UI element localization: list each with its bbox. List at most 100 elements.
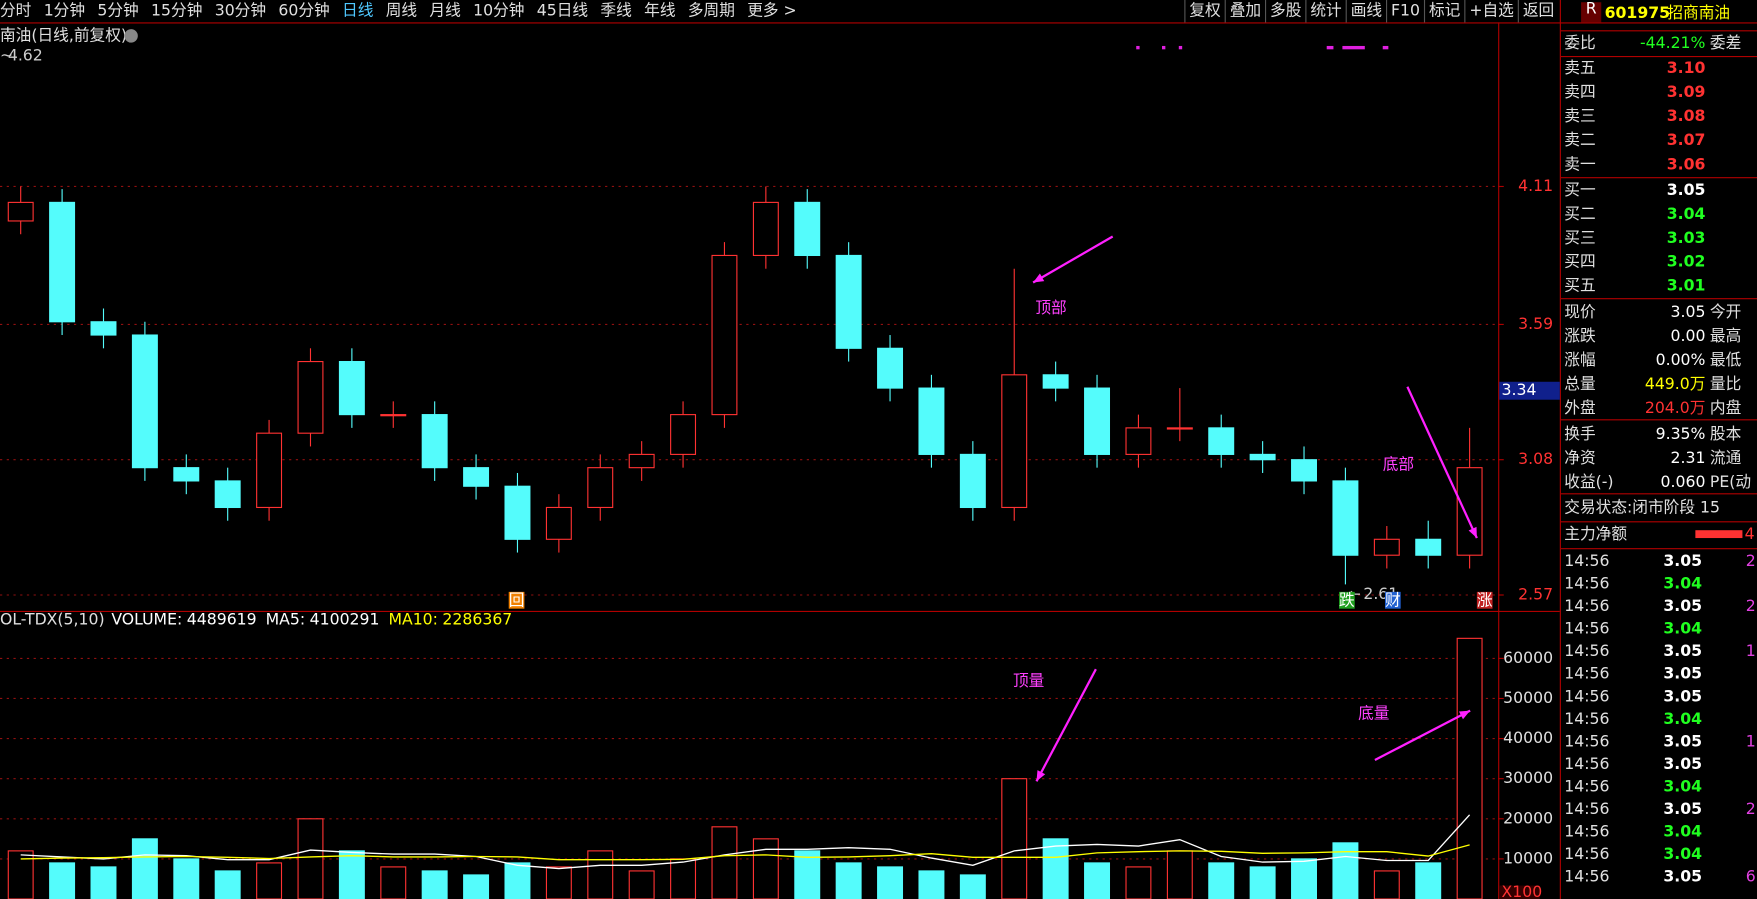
toolbar-tab[interactable]: 60分钟	[278, 1, 329, 20]
toolbar-tab[interactable]: 季线	[600, 1, 632, 20]
toolbar-tab[interactable]: 30分钟	[215, 1, 266, 20]
candle-body	[835, 254, 862, 349]
indicator-value: 2286367	[442, 609, 512, 628]
trade-price: 3.05	[1663, 731, 1702, 750]
event-marker[interactable]: 财	[1385, 590, 1401, 609]
trade-time: 14:56	[1564, 821, 1609, 840]
candle-body	[1249, 453, 1276, 461]
trade-time: 14:56	[1564, 596, 1609, 615]
toolbar-tab[interactable]: 10分钟	[473, 1, 524, 20]
annotation-arrow	[1032, 235, 1114, 284]
trade-volume: 1	[1746, 731, 1756, 750]
volume-bar	[338, 850, 365, 899]
cursor-price: 3.34	[1502, 380, 1537, 399]
ask-label: 卖一	[1564, 154, 1596, 173]
trade-volume: 2	[1746, 799, 1756, 818]
quote-label: 总量	[1564, 374, 1595, 393]
trade-time: 14:56	[1564, 664, 1609, 683]
candle-body	[49, 201, 76, 323]
toolbar-button[interactable]: F10	[1391, 1, 1420, 20]
toolbar-button[interactable]: 标记	[1429, 1, 1461, 20]
candle-body	[338, 360, 365, 416]
volume-bar	[1001, 778, 1028, 899]
trade-volume: 2	[1746, 596, 1756, 615]
trade-time: 14:56	[1564, 844, 1609, 863]
y-tick-label: 20000	[1503, 808, 1553, 827]
event-marker[interactable]: 跌	[1339, 590, 1355, 609]
indicator-label: MA10:	[388, 609, 438, 628]
trade-volume: 2	[1746, 551, 1756, 570]
indicator-label: VOLUME:	[111, 609, 182, 628]
event-marker[interactable]: 回	[509, 590, 525, 609]
candle-body	[214, 480, 241, 509]
candle-body	[1166, 427, 1193, 430]
candle-body	[918, 387, 945, 455]
toolbar-button[interactable]: 返回	[1523, 1, 1554, 20]
trade-time: 14:56	[1564, 867, 1609, 886]
toolbar-button[interactable]: 多股	[1270, 1, 1302, 20]
volume-bar	[90, 866, 117, 899]
event-dot	[1178, 45, 1183, 50]
volume-bar	[711, 826, 738, 899]
volume-bar	[752, 838, 779, 899]
toolbar-tab[interactable]: 45日线	[537, 1, 589, 20]
candle-body	[90, 321, 117, 336]
row-value: -44.21%	[1640, 33, 1706, 52]
toolbar-button[interactable]: 叠加	[1230, 1, 1261, 20]
row-label: 委差	[1710, 33, 1741, 52]
trade-price: 3.05	[1663, 641, 1702, 660]
flow-label: 主力净额	[1564, 524, 1627, 543]
trade-price: 3.04	[1663, 619, 1702, 638]
trade-time: 14:56	[1564, 776, 1609, 795]
volume-bar	[959, 874, 986, 899]
arrow-head	[1036, 770, 1046, 782]
event-dot	[1342, 45, 1365, 50]
volume-bar	[1373, 870, 1400, 899]
arrow-head	[1468, 526, 1477, 539]
quote-label: 最低	[1710, 350, 1742, 369]
toolbar-tab[interactable]: 5分钟	[97, 1, 138, 20]
toolbar-tab[interactable]: 周线	[386, 1, 418, 20]
event-dot	[1136, 45, 1140, 50]
toolbar-tab[interactable]: 1分钟	[44, 1, 85, 20]
candle-body	[587, 467, 614, 509]
event-marker[interactable]: 涨	[1477, 590, 1493, 609]
toolbar-button[interactable]: +自选	[1469, 1, 1514, 20]
candle-body	[1042, 374, 1069, 389]
candle-body	[1001, 374, 1028, 509]
toolbar-tab[interactable]: 15分钟	[151, 1, 202, 20]
bid-label: 买二	[1564, 204, 1595, 223]
event-dot	[1326, 45, 1334, 50]
toolbar-tab[interactable]: 多周期	[688, 1, 735, 20]
toolbar-button[interactable]: 复权	[1189, 1, 1221, 20]
volume-bar	[1249, 866, 1276, 899]
toolbar-tab[interactable]: 年线	[644, 1, 676, 20]
toolbar-tab[interactable]: 分时	[0, 1, 32, 20]
toolbar-button[interactable]: 画线	[1351, 1, 1383, 20]
volume-bar	[1042, 838, 1069, 899]
quote-value: 449.0万	[1645, 374, 1706, 393]
quote-value: 9.35%	[1656, 424, 1706, 443]
ask-price: 3.07	[1667, 130, 1706, 149]
trade-price: 3.04	[1663, 709, 1702, 728]
candle-body	[256, 432, 283, 509]
toolbar-tab[interactable]: 月线	[429, 1, 461, 20]
toolbar-button[interactable]: 统计	[1310, 1, 1342, 20]
annotation-arrow	[1035, 668, 1097, 782]
volume-bar	[628, 870, 655, 899]
volume-bar	[380, 866, 407, 899]
quote-value: 0.00	[1671, 326, 1706, 345]
y-tick-label: 10000	[1503, 848, 1553, 867]
indicator-value: 4489619	[187, 609, 257, 628]
candle-body	[959, 453, 986, 509]
toolbar-tab[interactable]: 更多 >	[747, 1, 797, 20]
toolbar-tab[interactable]: 日线	[342, 1, 374, 20]
annotation: 底量	[1358, 704, 1389, 723]
volume-bar	[214, 870, 241, 899]
quote-label: 现价	[1564, 302, 1596, 321]
candle-body	[1373, 538, 1400, 556]
trade-price: 3.04	[1663, 776, 1702, 795]
candle-body	[297, 360, 324, 434]
